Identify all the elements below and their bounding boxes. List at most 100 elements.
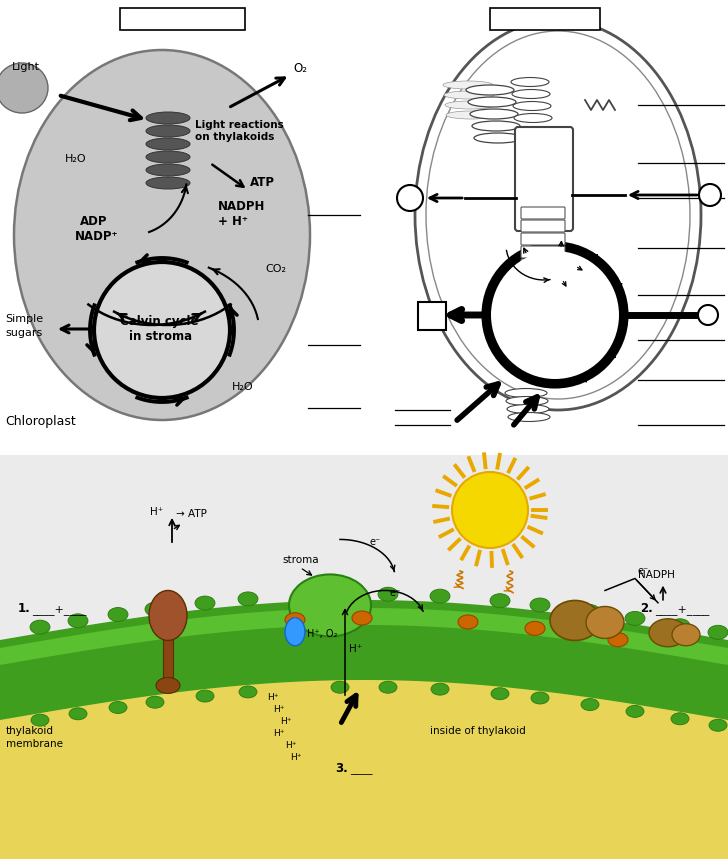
Ellipse shape — [146, 151, 190, 163]
Bar — [0, 455, 728, 665]
Ellipse shape — [444, 91, 494, 99]
Ellipse shape — [505, 388, 547, 398]
Ellipse shape — [514, 113, 552, 123]
Ellipse shape — [580, 605, 600, 618]
Text: NADP⁺: NADP⁺ — [75, 230, 119, 243]
FancyBboxPatch shape — [521, 233, 565, 245]
Ellipse shape — [531, 692, 549, 704]
Ellipse shape — [550, 600, 600, 641]
Text: H⁺: H⁺ — [290, 752, 301, 762]
FancyBboxPatch shape — [521, 220, 565, 232]
Ellipse shape — [586, 606, 624, 638]
Text: e⁻: e⁻ — [637, 566, 648, 576]
Ellipse shape — [670, 618, 690, 633]
Ellipse shape — [431, 683, 449, 695]
Ellipse shape — [146, 164, 190, 176]
Ellipse shape — [352, 611, 372, 625]
Ellipse shape — [145, 602, 165, 616]
Ellipse shape — [285, 618, 305, 646]
Text: ATP: ATP — [250, 176, 275, 189]
Ellipse shape — [513, 101, 551, 111]
Text: H⁺: H⁺ — [267, 692, 279, 702]
Ellipse shape — [508, 412, 550, 422]
Text: H₂O: H₂O — [232, 382, 253, 392]
Ellipse shape — [446, 111, 496, 119]
Ellipse shape — [507, 405, 549, 413]
Text: NADPH: NADPH — [218, 200, 266, 213]
Text: H⁺: H⁺ — [150, 507, 163, 517]
Ellipse shape — [468, 97, 516, 107]
Text: e⁻: e⁻ — [389, 588, 401, 599]
Ellipse shape — [146, 112, 190, 124]
Text: H⁺: H⁺ — [273, 704, 285, 714]
Ellipse shape — [0, 63, 48, 113]
FancyBboxPatch shape — [521, 207, 565, 219]
Ellipse shape — [14, 50, 310, 420]
Ellipse shape — [671, 713, 689, 725]
FancyBboxPatch shape — [521, 259, 565, 271]
Circle shape — [491, 251, 619, 379]
Text: Light: Light — [12, 62, 40, 72]
Ellipse shape — [285, 612, 305, 627]
Circle shape — [487, 247, 623, 383]
Ellipse shape — [146, 177, 190, 189]
Ellipse shape — [195, 596, 215, 610]
Ellipse shape — [490, 594, 510, 607]
Ellipse shape — [331, 681, 349, 693]
Text: 1.: 1. — [18, 602, 31, 615]
Ellipse shape — [466, 85, 514, 95]
Ellipse shape — [608, 633, 628, 647]
Polygon shape — [0, 608, 728, 665]
Text: CO₂: CO₂ — [265, 264, 286, 274]
Ellipse shape — [196, 690, 214, 702]
Ellipse shape — [458, 615, 478, 629]
Polygon shape — [287, 618, 303, 625]
Bar — [163, 624, 173, 679]
Text: NADPH: NADPH — [638, 570, 675, 580]
Ellipse shape — [511, 77, 549, 87]
Ellipse shape — [430, 589, 450, 603]
Text: 3.: 3. — [335, 762, 348, 775]
Text: 2.: 2. — [640, 602, 653, 615]
Text: H⁺: H⁺ — [280, 716, 291, 726]
Ellipse shape — [109, 702, 127, 714]
Circle shape — [699, 184, 721, 206]
Bar — [0, 665, 728, 859]
Text: Chloroplast: Chloroplast — [5, 415, 76, 428]
Circle shape — [94, 262, 230, 398]
Text: ____: ____ — [350, 765, 373, 775]
Text: e⁻: e⁻ — [369, 538, 380, 547]
Ellipse shape — [149, 590, 187, 641]
Text: ____+____: ____+____ — [32, 605, 87, 615]
Text: O₂: O₂ — [293, 62, 307, 75]
Ellipse shape — [649, 618, 687, 647]
Ellipse shape — [146, 138, 190, 150]
Ellipse shape — [289, 575, 371, 637]
Ellipse shape — [156, 678, 180, 693]
Text: inside of thylakoid: inside of thylakoid — [430, 726, 526, 735]
Text: + H⁺: + H⁺ — [218, 215, 248, 228]
Ellipse shape — [708, 625, 728, 639]
Bar — [120, 8, 245, 30]
Ellipse shape — [31, 714, 49, 726]
Ellipse shape — [379, 681, 397, 693]
Text: Simple: Simple — [5, 314, 43, 324]
Ellipse shape — [426, 31, 690, 399]
Ellipse shape — [445, 101, 495, 109]
Circle shape — [698, 305, 718, 325]
Polygon shape — [0, 600, 728, 720]
Ellipse shape — [443, 81, 493, 89]
Text: → ATP: → ATP — [176, 509, 207, 519]
Ellipse shape — [69, 708, 87, 720]
Text: Light reactions
on thylakoids: Light reactions on thylakoids — [195, 120, 284, 142]
Ellipse shape — [474, 133, 522, 143]
Text: sugars: sugars — [5, 328, 42, 338]
Ellipse shape — [506, 397, 548, 405]
Ellipse shape — [238, 592, 258, 606]
Text: H⁺, O₂: H⁺, O₂ — [307, 629, 337, 639]
Ellipse shape — [68, 614, 88, 628]
Ellipse shape — [378, 588, 398, 601]
FancyBboxPatch shape — [521, 246, 565, 258]
Text: in stroma: in stroma — [129, 330, 192, 343]
Circle shape — [452, 472, 528, 548]
